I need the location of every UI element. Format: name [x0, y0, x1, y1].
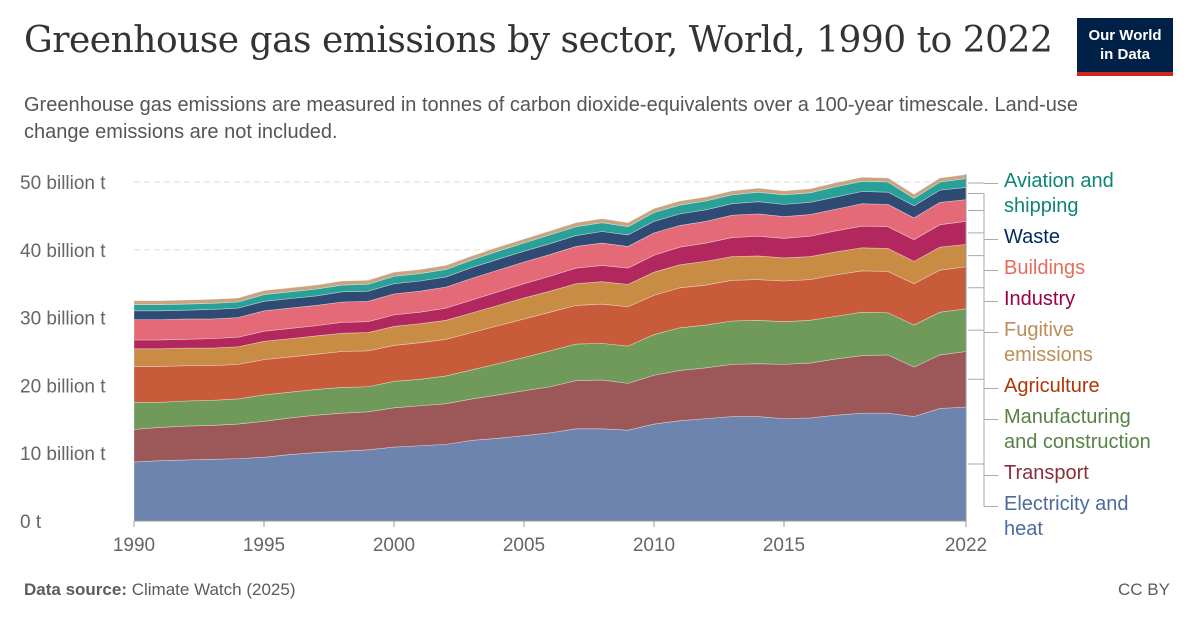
owid-logo[interactable]: Our World in Data [1077, 18, 1173, 76]
chart-title: Greenhouse gas emissions by sector, Worl… [24, 20, 1053, 61]
y-tick-label: 0 t [20, 512, 42, 533]
legend-connector [968, 255, 998, 333]
legend-label-manufacturing-and-construction: Manufacturing [1004, 406, 1131, 428]
legend-label-transport: Transport [1004, 462, 1089, 484]
legend-label-fugitive-emissions: Fugitive [1004, 319, 1074, 341]
legend-connector [968, 463, 998, 507]
legend-label-fugitive-emissions: emissions [1004, 344, 1093, 366]
legend-label-aviation-and-shipping: shipping [1004, 195, 1079, 217]
x-tick-label: 2000 [373, 535, 415, 556]
legend-label-aviation-and-shipping: Aviation and [1004, 170, 1114, 192]
logo-accent-bar [1077, 72, 1173, 76]
y-tick-label: 30 billion t [20, 309, 106, 330]
y-tick-label: 40 billion t [20, 241, 106, 262]
x-tick-label: 1995 [243, 535, 285, 556]
x-tick-label: 2015 [763, 535, 805, 556]
x-tick-label: 2022 [945, 535, 987, 556]
legend-label-agriculture: Agriculture [1004, 375, 1100, 397]
legend-label-electricity-and-heat: Electricity and [1004, 493, 1129, 515]
y-tick-label: 50 billion t [20, 173, 106, 194]
y-tick-label: 10 billion t [20, 444, 106, 465]
x-tick-label: 2010 [633, 535, 675, 556]
legend-label-waste: Waste [1004, 226, 1060, 248]
legend-connector [968, 329, 998, 420]
legend-connector [968, 378, 998, 476]
chart-subtitle: Greenhouse gas emissions are measured in… [24, 94, 1078, 143]
legend-connector [968, 209, 998, 271]
legend-label-buildings: Buildings [1004, 257, 1085, 279]
logo-line-1: Our World [1088, 27, 1162, 44]
y-tick-label: 20 billion t [20, 376, 106, 397]
x-tick-label: 1990 [113, 535, 155, 556]
x-tick-label: 2005 [503, 535, 545, 556]
legend-connector [968, 287, 998, 389]
data-source-label: Data source: [24, 580, 127, 599]
legend-connector [968, 232, 998, 302]
logo-line-2: in Data [1099, 46, 1150, 63]
data-source: Data source: Climate Watch (2025) [24, 580, 295, 600]
legend-label-electricity-and-heat: heat [1004, 518, 1043, 540]
data-source-value[interactable]: Climate Watch (2025) [131, 580, 296, 599]
legend-label-manufacturing-and-construction: and construction [1004, 431, 1151, 453]
legend-label-industry: Industry [1004, 288, 1075, 310]
license[interactable]: CC BY [1118, 580, 1170, 599]
